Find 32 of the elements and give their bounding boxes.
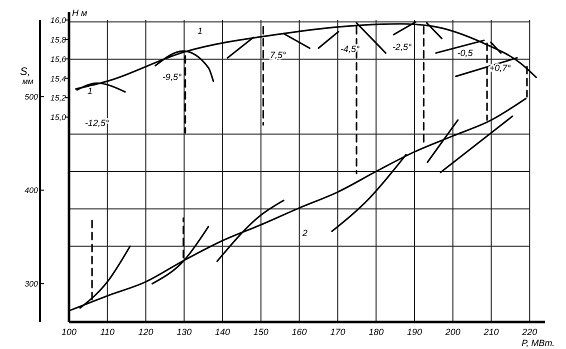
x-tick-label: 150	[253, 327, 268, 337]
x-tick-label: 210	[482, 327, 499, 337]
x-axis-title: Р, МВт.	[522, 338, 555, 348]
y2-tick-label: 16,0	[50, 16, 67, 25]
y2-tick-label: 15,4	[50, 74, 67, 84]
annotation: -2,5°	[392, 42, 412, 52]
x-tick-label: 160	[292, 327, 307, 337]
x-tick-label: 180	[368, 327, 384, 337]
annotation: -0,5	[457, 48, 474, 58]
annotation: 1	[87, 86, 93, 96]
y2-tick-label: 15,6	[50, 54, 67, 64]
x-tick-label: 140	[215, 327, 230, 337]
annotation: 1	[197, 26, 203, 36]
y2-axis-title: Н м	[72, 8, 88, 18]
x-tick-label: 130	[176, 327, 192, 337]
x-tick-label: 200	[444, 327, 460, 337]
annotation: 7,5°	[270, 50, 286, 60]
y2-tick-label: 15,0	[50, 113, 67, 122]
y2-tick-label: 15,2	[50, 94, 67, 103]
y-tick-label: 300	[24, 280, 39, 289]
x-tick-label: 170	[330, 327, 346, 337]
annotation: -4,5°	[340, 44, 360, 54]
x-tick-label: 190	[406, 327, 422, 337]
annotation: -9,5°	[162, 72, 182, 82]
x-tick-label: 110	[100, 327, 115, 337]
x-tick-label: 100	[61, 327, 77, 337]
annotation: 2	[301, 228, 308, 238]
x-tick-label: 120	[138, 327, 154, 337]
y2-tick-label: 15,8	[50, 35, 67, 44]
x-tick-label: 220	[521, 327, 538, 337]
y-tick-label: 400	[24, 186, 39, 196]
y-tick-label: 500	[24, 92, 39, 102]
